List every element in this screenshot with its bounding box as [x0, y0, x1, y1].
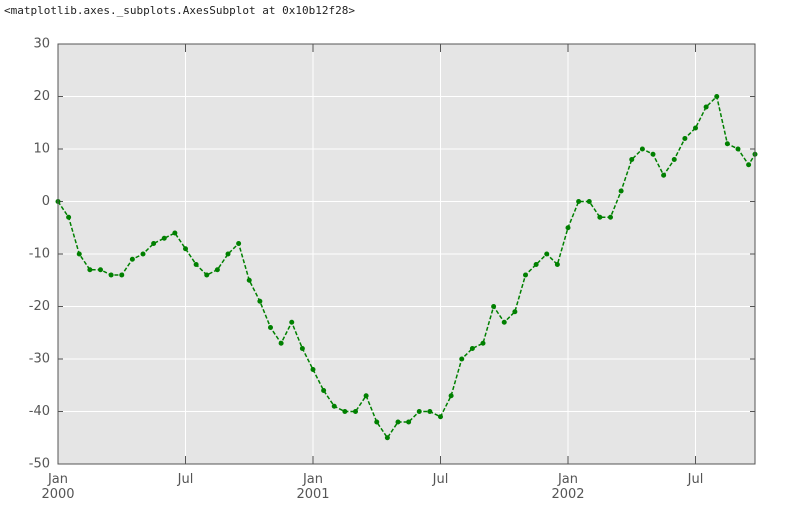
data-point — [108, 272, 114, 278]
data-point — [129, 256, 135, 262]
data-point — [693, 125, 698, 131]
y-tick-label: 0 — [42, 194, 50, 209]
output-text: <matplotlib.axes._subplots.AxesSubplot a… — [4, 4, 355, 17]
data-point — [746, 162, 752, 168]
y-tick-label: 20 — [33, 89, 50, 104]
data-point — [193, 262, 199, 267]
data-point — [533, 262, 539, 267]
y-tick-label: -40 — [29, 404, 50, 419]
data-point — [353, 409, 358, 414]
data-point — [714, 94, 720, 99]
data-point — [151, 241, 157, 246]
data-point — [66, 214, 72, 220]
plot-frame — [57, 43, 756, 465]
data-point — [459, 356, 465, 362]
data-point — [554, 262, 560, 267]
data-point — [310, 367, 316, 372]
data-point — [639, 146, 645, 152]
data-point — [140, 251, 146, 257]
data-point — [183, 246, 188, 252]
data-point — [501, 319, 507, 325]
data-point — [608, 214, 613, 220]
data-point — [724, 141, 730, 147]
data-point — [491, 304, 497, 309]
data-point — [161, 235, 167, 241]
data-point — [512, 309, 518, 315]
x-tick-label: Jan 2000 — [41, 472, 75, 502]
data-point — [363, 393, 369, 399]
data-point — [480, 340, 486, 346]
data-point — [225, 251, 231, 257]
data-point — [374, 419, 380, 425]
data-point — [597, 214, 603, 220]
y-tick-label: -10 — [29, 247, 50, 262]
y-tick-label: 10 — [33, 142, 50, 157]
data-point — [448, 393, 454, 399]
data-point — [246, 277, 252, 283]
data-point — [331, 403, 337, 409]
data-point — [278, 340, 284, 346]
data-point — [321, 388, 327, 393]
data-point — [586, 199, 592, 204]
data-point — [469, 346, 475, 351]
data-point — [650, 151, 656, 157]
x-tick-label: Jul — [687, 472, 704, 487]
data-point — [289, 319, 295, 325]
data-point — [576, 199, 582, 204]
data-point — [257, 298, 263, 304]
x-tick-label: Jul — [177, 472, 194, 487]
data-point — [703, 104, 709, 110]
y-tick-label: -30 — [29, 352, 50, 367]
data-point — [87, 267, 93, 273]
data-point — [416, 409, 422, 414]
y-tick-label: 30 — [33, 37, 50, 52]
x-tick-label: Jan 2001 — [296, 472, 330, 502]
data-point — [342, 409, 348, 414]
y-tick-label: -50 — [29, 457, 50, 472]
x-tick-label: Jan 2002 — [551, 472, 585, 502]
data-point — [661, 172, 667, 178]
data-point — [236, 241, 242, 246]
data-point — [427, 409, 433, 414]
data-point — [172, 230, 178, 236]
data-point — [384, 435, 390, 441]
data-point — [618, 188, 624, 194]
data-point — [98, 267, 103, 273]
data-point — [268, 325, 273, 330]
data-point — [565, 225, 571, 231]
x-tick-label: Jul — [432, 472, 449, 487]
data-point — [544, 251, 550, 257]
data-point — [629, 157, 635, 162]
data-point — [438, 414, 443, 420]
data-point — [523, 272, 528, 278]
data-point — [299, 346, 305, 351]
data-point — [119, 272, 125, 278]
data-point — [671, 157, 677, 162]
y-tick-label: -20 — [29, 299, 50, 314]
data-point — [406, 419, 412, 425]
data-point — [735, 146, 741, 152]
data-point — [76, 251, 82, 257]
data-point — [682, 136, 688, 141]
data-point — [204, 272, 210, 278]
data-point — [395, 419, 401, 425]
data-point — [214, 267, 220, 273]
